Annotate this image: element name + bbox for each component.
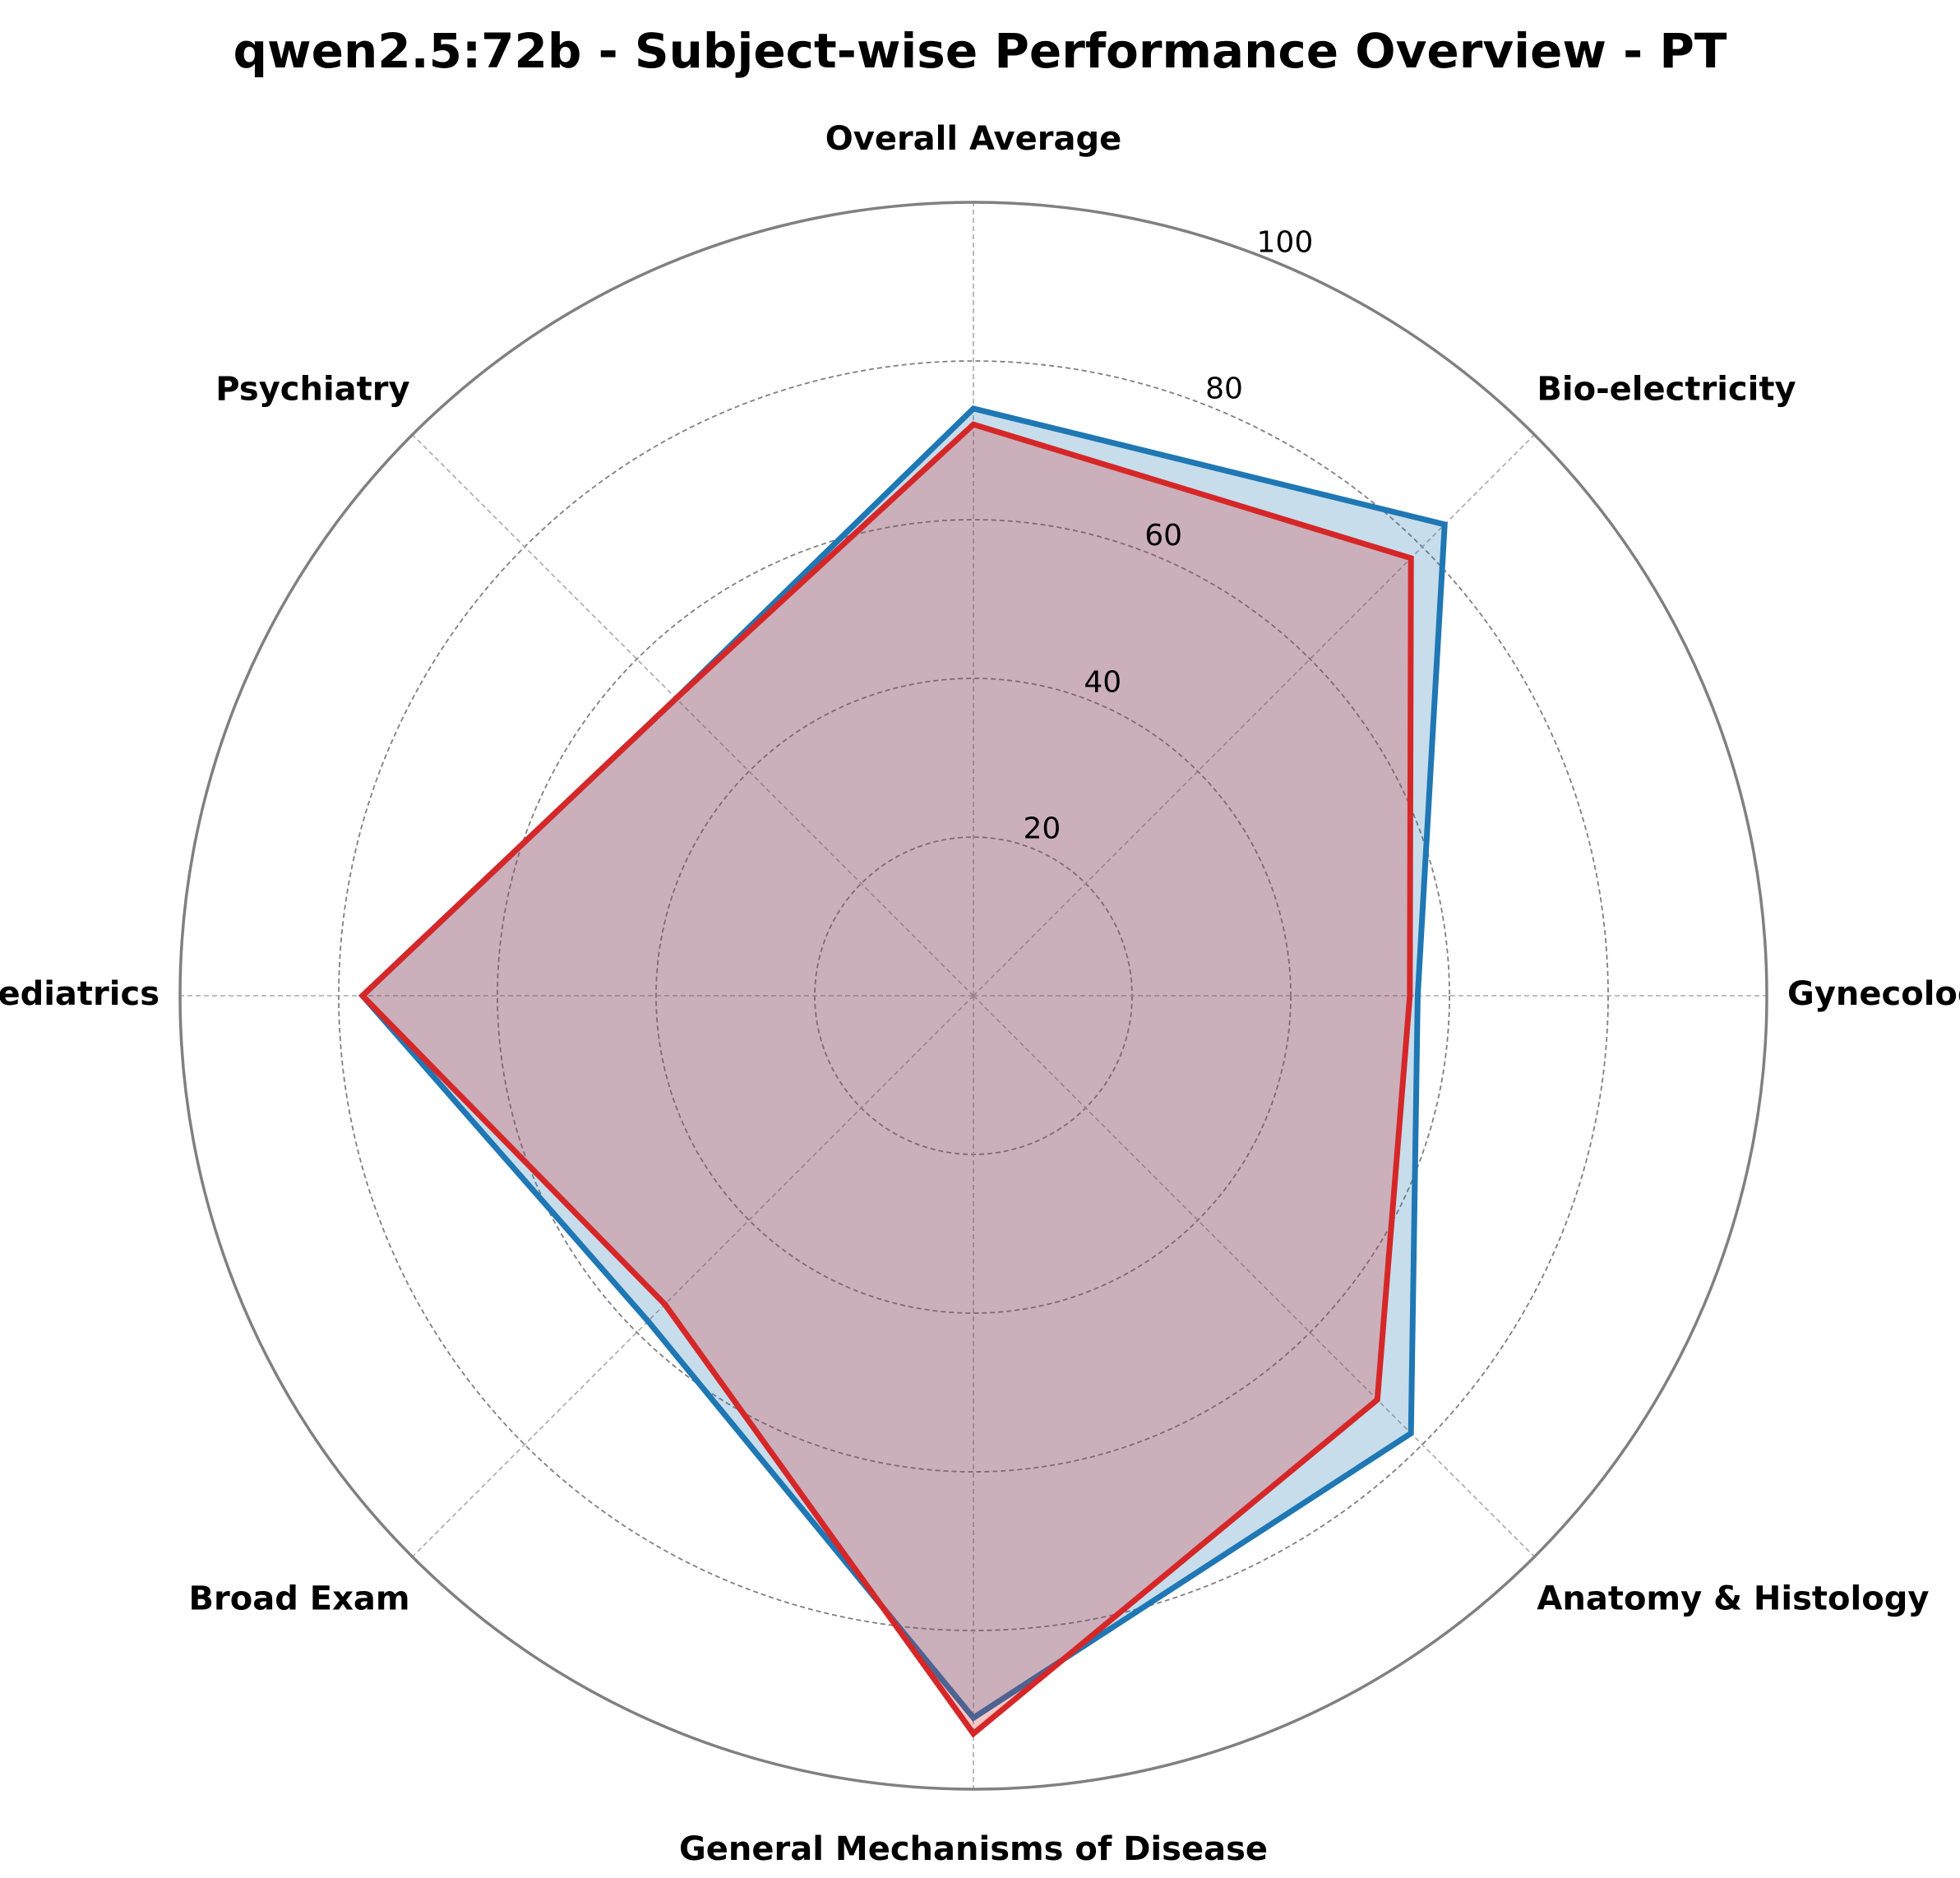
radial-tick-label: 100 <box>1257 225 1314 259</box>
grid-spoke <box>973 995 1535 1557</box>
category-label: Overall Average <box>825 120 1122 158</box>
radial-tick-label: 60 <box>1144 519 1182 553</box>
grid-circle <box>497 519 1450 1473</box>
radial-tick-label: 20 <box>1023 812 1061 846</box>
category-label: General Mechanisms of Disease <box>679 1830 1268 1868</box>
category-label: Psychiatry <box>215 371 409 409</box>
series-2-area <box>358 421 1414 1738</box>
outer-frame <box>178 201 1768 1791</box>
label-layer: 20 40 60 80 100 Overall Average Bio-electricit… <box>0 120 1960 1868</box>
category-label: Pediatrics <box>0 975 159 1013</box>
radial-tick-label: 80 <box>1205 372 1243 406</box>
category-label: Anatomy & Histology <box>1537 1580 1929 1617</box>
series-layer <box>358 405 1448 1738</box>
grid-spoke <box>412 995 974 1557</box>
grid-layer <box>178 201 1768 1791</box>
radial-tick-label: 40 <box>1084 665 1121 699</box>
category-label: Bio-electricity <box>1537 371 1796 409</box>
grid-spoke <box>412 434 974 997</box>
category-label: Broad Exam <box>189 1580 410 1617</box>
chart-title: qwen2.5:72b - Subject-wise Performance O… <box>233 23 1727 79</box>
category-label: Gynecology <box>1787 975 1960 1013</box>
grid-spoke <box>973 434 1535 997</box>
